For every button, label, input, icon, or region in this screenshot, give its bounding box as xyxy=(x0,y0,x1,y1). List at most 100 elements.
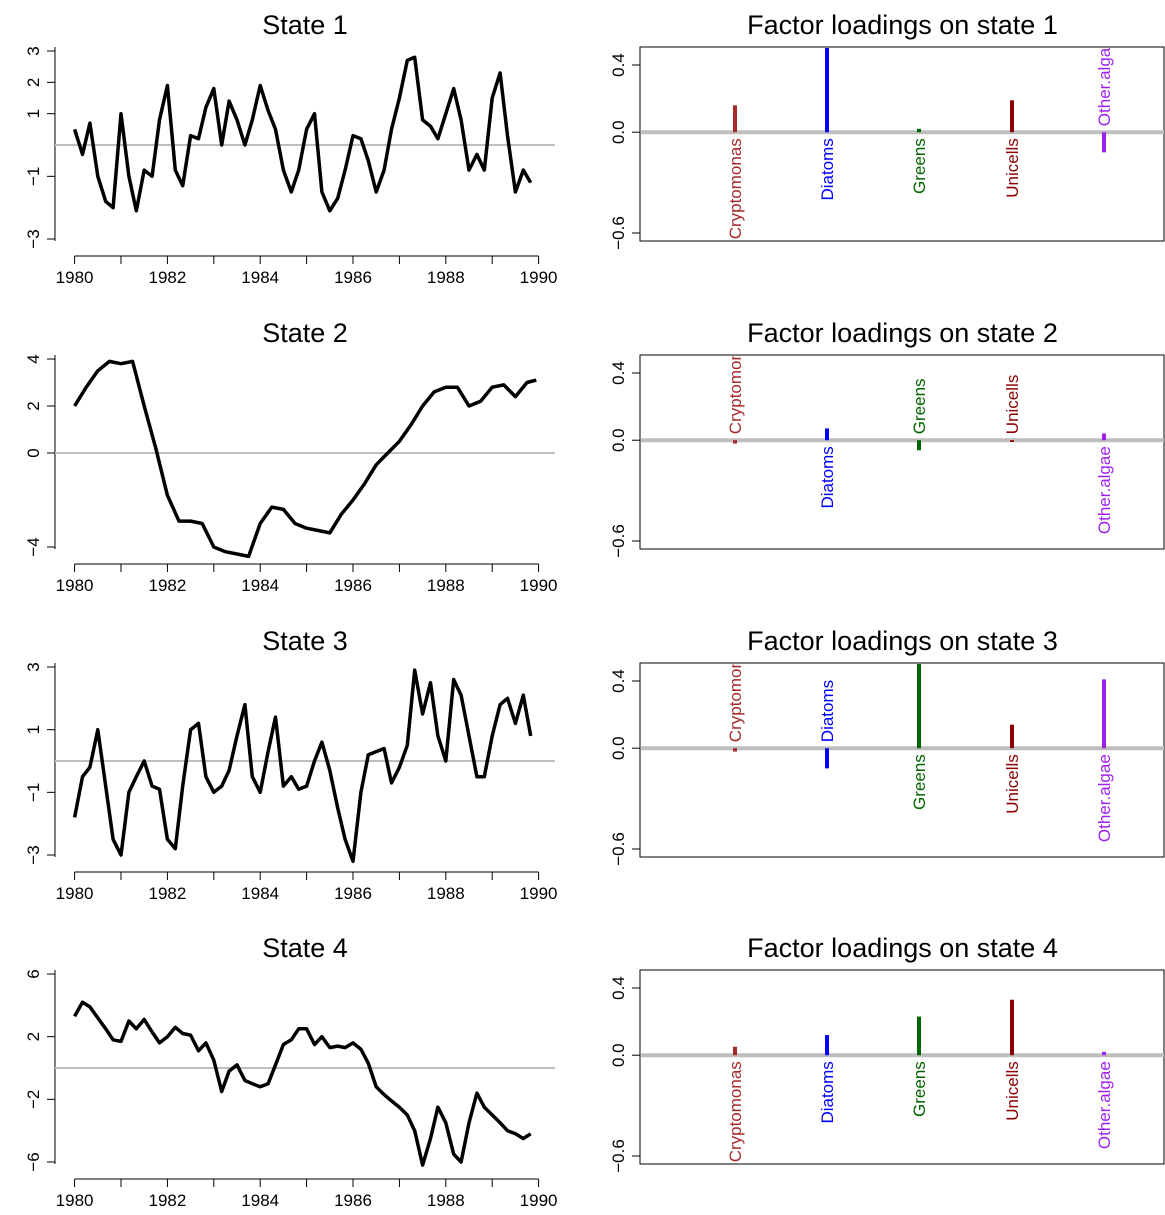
state-series-line xyxy=(73,359,537,559)
y-tick-label: 0.4 xyxy=(609,53,628,77)
loadings-plot-area: Cryptomonas Diatoms Greens Unicells Other.al… xyxy=(726,38,1114,239)
panel-title: Factor loadings on state 3 xyxy=(747,626,1058,656)
y-tick-label: −1 xyxy=(24,167,43,186)
category-label: Unicells xyxy=(1003,754,1022,814)
x-tick-label: 1984 xyxy=(241,1191,279,1210)
x-tick-label: 1988 xyxy=(427,884,465,903)
panel-title: State 3 xyxy=(262,626,348,656)
panel-title: Factor loadings on state 1 xyxy=(747,10,1058,40)
loadings-plot-area: Cryptomonas Diatoms Greens Unicells Other.al… xyxy=(726,641,1114,842)
y-tick-label: −0.6 xyxy=(609,832,628,866)
x-tick-label: 1984 xyxy=(241,884,279,903)
y-tick-label: −0.6 xyxy=(609,524,628,558)
y-tick-label: 1 xyxy=(24,109,43,118)
y-tick-label: 3 xyxy=(24,46,43,55)
y-tick-label: −3 xyxy=(24,845,43,864)
x-tick-label: 1984 xyxy=(241,576,279,595)
y-tick-label: 0.0 xyxy=(609,1043,628,1067)
category-label: Diatoms xyxy=(818,1061,837,1123)
category-label: Diatoms xyxy=(818,138,837,200)
y-tick-label: 0 xyxy=(24,448,43,457)
state-panel: State 4 −6 −2 2 6 1980 1982 1984 1986 1988 1990 xyxy=(24,933,558,1210)
loadings-panel: Factor loadings on state 4 −0.6 0.0 0.4 Cryp… xyxy=(609,933,1165,1173)
x-tick-label: 1986 xyxy=(334,576,372,595)
x-tick-label: 1990 xyxy=(520,268,558,287)
x-tick-label: 1990 xyxy=(520,884,558,903)
y-tick-label: 2 xyxy=(24,401,43,410)
x-tick-label: 1984 xyxy=(241,268,279,287)
y-tick-label: −0.6 xyxy=(609,1139,628,1173)
category-label: Cryptomonas xyxy=(726,641,745,742)
category-label: Greens xyxy=(910,754,929,810)
category-label: Diatoms xyxy=(818,446,837,508)
x-tick-label: 1986 xyxy=(334,884,372,903)
category-label: Cryptomonas xyxy=(726,333,745,434)
x-tick-label: 1982 xyxy=(148,884,186,903)
state-series-line xyxy=(72,55,533,213)
category-label: Greens xyxy=(910,138,929,194)
category-label: Unicells xyxy=(1003,1061,1022,1121)
loadings-plot-area: Cryptomonas Diatoms Greens Unicells Other.al… xyxy=(726,999,1114,1162)
y-tick-label: −1 xyxy=(24,783,43,802)
plot-box xyxy=(639,969,1165,1165)
plot-box xyxy=(639,46,1165,242)
x-tick-label: 1980 xyxy=(56,576,94,595)
x-tick-label: 1988 xyxy=(427,576,465,595)
y-tick-label: −3 xyxy=(24,229,43,248)
category-label: Unicells xyxy=(1003,138,1022,198)
x-tick-label: 1980 xyxy=(56,1191,94,1210)
x-tick-label: 1982 xyxy=(148,576,186,595)
category-label: Diatoms xyxy=(818,680,837,742)
y-tick-label: 4 xyxy=(24,354,43,363)
x-tick-label: 1986 xyxy=(334,268,372,287)
y-tick-label: 0.4 xyxy=(609,976,628,1000)
panel-title: Factor loadings on state 4 xyxy=(747,933,1058,963)
panel-title: Factor loadings on state 2 xyxy=(747,318,1058,348)
x-tick-label: 1988 xyxy=(427,1191,465,1210)
y-tick-label: −0.6 xyxy=(609,216,628,250)
x-tick-label: 1986 xyxy=(334,1191,372,1210)
y-tick-label: 2 xyxy=(24,1032,43,1041)
loadings-panel: Factor loadings on state 1 −0.6 0.0 0.4 Cryp… xyxy=(609,10,1165,250)
loadings-panel: Factor loadings on state 2 −0.6 0.0 0.4 Cryp… xyxy=(609,318,1165,558)
x-tick-label: 1982 xyxy=(148,268,186,287)
loadings-panel: Factor loadings on state 3 −0.6 0.0 0.4 Cryp… xyxy=(609,626,1165,866)
category-label: Greens xyxy=(910,378,929,434)
y-tick-label: −2 xyxy=(24,1090,43,1109)
y-tick-label: −6 xyxy=(24,1152,43,1171)
state-panel: State 2 −4 0 2 4 1980 1982 1984 1986 1988 1990 xyxy=(24,318,558,595)
category-label: Other.algae xyxy=(1095,1061,1114,1149)
panel-title: State 1 xyxy=(262,10,348,40)
state-panel: State 1 −3 −1 1 2 3 1980 1982 1984 1986 1988 1990 xyxy=(24,10,558,287)
x-tick-label: 1980 xyxy=(56,268,94,287)
category-label: Unicells xyxy=(1003,375,1022,435)
state-series-line xyxy=(73,1000,532,1167)
x-tick-label: 1990 xyxy=(520,1191,558,1210)
category-label: Cryptomonas xyxy=(726,138,745,239)
loadings-plot-area: Cryptomonas Diatoms Greens Unicells Other.al… xyxy=(726,333,1114,534)
category-label: Greens xyxy=(910,1061,929,1117)
plot-box xyxy=(639,662,1165,858)
x-tick-label: 1988 xyxy=(427,268,465,287)
y-tick-label: 0.4 xyxy=(609,669,628,693)
y-tick-label: −4 xyxy=(24,537,43,556)
x-tick-label: 1982 xyxy=(148,1191,186,1210)
state-panel: State 3 −3 −1 1 3 1980 1982 1984 1986 1988 1990 xyxy=(24,626,558,903)
panel-title: State 2 xyxy=(262,318,348,348)
category-label: Other.algae xyxy=(1095,446,1114,534)
y-tick-label: 3 xyxy=(24,662,43,671)
category-label: Cryptomonas xyxy=(726,1061,745,1162)
y-tick-label: 6 xyxy=(24,969,43,978)
state-series-line xyxy=(72,668,533,864)
panel-title: State 4 xyxy=(262,933,348,963)
y-tick-label: 0.0 xyxy=(609,120,628,144)
category-label: Other.algae xyxy=(1095,38,1114,126)
y-tick-label: 0.0 xyxy=(609,428,628,452)
y-tick-label: 0.4 xyxy=(609,361,628,385)
plot-box xyxy=(639,354,1165,550)
y-tick-label: 1 xyxy=(24,725,43,734)
x-tick-label: 1980 xyxy=(56,884,94,903)
y-tick-label: 0.0 xyxy=(609,736,628,760)
category-label: Other.algae xyxy=(1095,754,1114,842)
